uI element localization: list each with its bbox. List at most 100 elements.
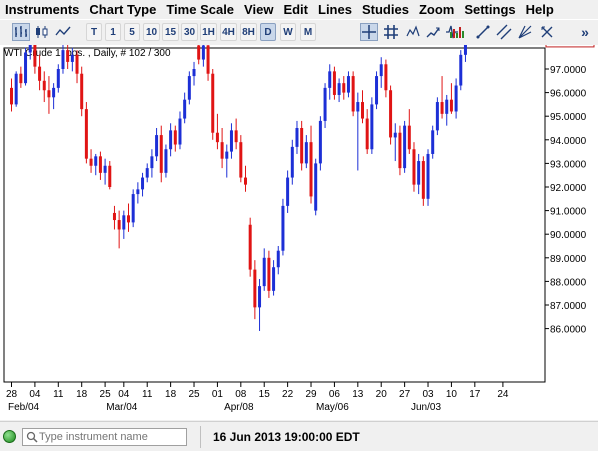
candle-body <box>389 90 393 138</box>
timeframe-5[interactable]: 5 <box>124 23 140 41</box>
x-tick-label: 06 <box>329 389 341 400</box>
x-tick-label: 29 <box>305 389 317 400</box>
candle-body <box>328 71 332 88</box>
candle-body <box>295 128 299 147</box>
timeframe-15[interactable]: 15 <box>162 23 179 41</box>
candle-body <box>14 73 18 105</box>
timeframe-1h[interactable]: 1H <box>200 23 217 41</box>
candle-body <box>459 54 463 86</box>
candle-body <box>215 132 219 143</box>
y-tick-label: 93.0000 <box>550 159 587 170</box>
timeframe-8h[interactable]: 8H <box>240 23 257 41</box>
y-tick-label: 86.0000 <box>550 325 587 336</box>
candle-body <box>75 54 79 74</box>
candle-body <box>318 120 322 164</box>
grid-icon[interactable] <box>382 23 400 41</box>
candle-body <box>19 73 23 84</box>
candle-body <box>84 109 88 159</box>
menu-lines[interactable]: Lines <box>318 2 352 17</box>
candle-body <box>244 177 247 185</box>
candle-body <box>370 104 374 150</box>
menu-edit[interactable]: Edit <box>283 2 308 17</box>
candle-body <box>117 220 121 230</box>
candlestick-icon[interactable] <box>33 23 51 41</box>
candle-body <box>136 189 140 195</box>
candle-body <box>94 156 98 166</box>
price-chart[interactable]: WTI Crude 1. pos. , Daily, # 102 / 300 97… <box>0 24 598 420</box>
candle-body <box>229 130 233 152</box>
candle-body <box>290 146 294 178</box>
candle-body <box>267 257 271 291</box>
status-separator <box>200 426 201 448</box>
candle-body <box>440 102 444 114</box>
menu-time-scale[interactable]: Time Scale <box>166 2 235 17</box>
candle-body <box>403 125 407 169</box>
status-bar: 16 Jun 2013 19:00:00 EDT <box>0 421 598 451</box>
x-tick-label: 18 <box>76 389 88 400</box>
menu-settings[interactable]: Settings <box>464 2 516 17</box>
rise-icon[interactable] <box>424 23 442 41</box>
candle-body <box>463 40 467 55</box>
candle-body <box>38 66 42 81</box>
timeframe-t[interactable]: T <box>86 23 102 41</box>
chart-title: WTI Crude 1. pos. , Daily, # 102 / 300 <box>4 48 171 59</box>
y-tick-label: 90.0000 <box>550 230 587 241</box>
menu-chart-type[interactable]: Chart Type <box>89 2 157 17</box>
candle-body <box>365 118 369 150</box>
draw-fan-icon[interactable] <box>516 23 534 41</box>
candle-body <box>351 76 355 112</box>
candle-body <box>234 130 238 143</box>
menu-studies[interactable]: Studies <box>361 2 409 17</box>
x-tick-label: 25 <box>188 389 200 400</box>
timeframe-30[interactable]: 30 <box>181 23 198 41</box>
menu-help[interactable]: Help <box>525 2 554 17</box>
candle-body <box>155 135 159 157</box>
candle-body <box>24 52 28 84</box>
x-tick-label: 25 <box>100 389 112 400</box>
draw-line-icon[interactable] <box>474 23 492 41</box>
timeframe-4h[interactable]: 4H <box>220 23 237 41</box>
line-chart-icon[interactable] <box>54 23 72 41</box>
candle-body <box>454 85 458 112</box>
chart-area[interactable]: WTI Crude 1. pos. , Daily, # 102 / 300 97… <box>0 24 598 420</box>
toolbar: T 1 5 10 15 30 1H 4H 8H D W M» <box>0 19 598 47</box>
timeframe-1[interactable]: 1 <box>105 23 121 41</box>
draw-arrows-icon[interactable] <box>538 23 556 41</box>
timeframe-m[interactable]: M <box>300 23 316 41</box>
candle-body <box>28 43 32 53</box>
pattern-icon[interactable] <box>404 23 422 41</box>
datetime-label: 16 Jun 2013 19:00:00 EDT <box>213 430 360 444</box>
x-tick-label: 17 <box>469 389 481 400</box>
candle-body <box>337 83 341 95</box>
x-tick-label: 04 <box>29 389 41 400</box>
month-label: Apr/08 <box>224 402 254 413</box>
y-tick-label: 96.0000 <box>550 89 587 100</box>
x-tick-label: 13 <box>352 389 364 400</box>
timeframe-d[interactable]: D <box>260 23 276 41</box>
more-icon[interactable]: » <box>581 24 589 40</box>
candle-body <box>183 99 187 119</box>
candle-body <box>449 99 453 112</box>
menu-instruments[interactable]: Instruments <box>5 2 80 17</box>
candle-body <box>47 90 51 98</box>
candle-body <box>431 130 435 154</box>
x-tick-label: 27 <box>399 389 411 400</box>
x-tick-label: 11 <box>142 389 153 400</box>
draw-channel-icon[interactable] <box>495 23 513 41</box>
bar-chart-icon[interactable] <box>12 23 30 41</box>
volume-icon[interactable] <box>448 23 466 41</box>
menu-zoom[interactable]: Zoom <box>418 2 455 17</box>
candle-body <box>145 168 149 178</box>
candle-body <box>426 153 430 199</box>
timeframe-10[interactable]: 10 <box>143 23 160 41</box>
crosshair-icon[interactable] <box>360 23 378 41</box>
month-label: Mar/04 <box>106 402 138 413</box>
candle-body <box>445 99 449 114</box>
candle-body <box>225 151 229 159</box>
menu-view[interactable]: View <box>244 2 274 17</box>
candle-body <box>304 142 308 164</box>
month-label: May/06 <box>316 402 349 413</box>
instrument-search-input[interactable] <box>22 428 187 446</box>
timeframe-w[interactable]: W <box>280 23 296 41</box>
candle-body <box>379 64 383 77</box>
